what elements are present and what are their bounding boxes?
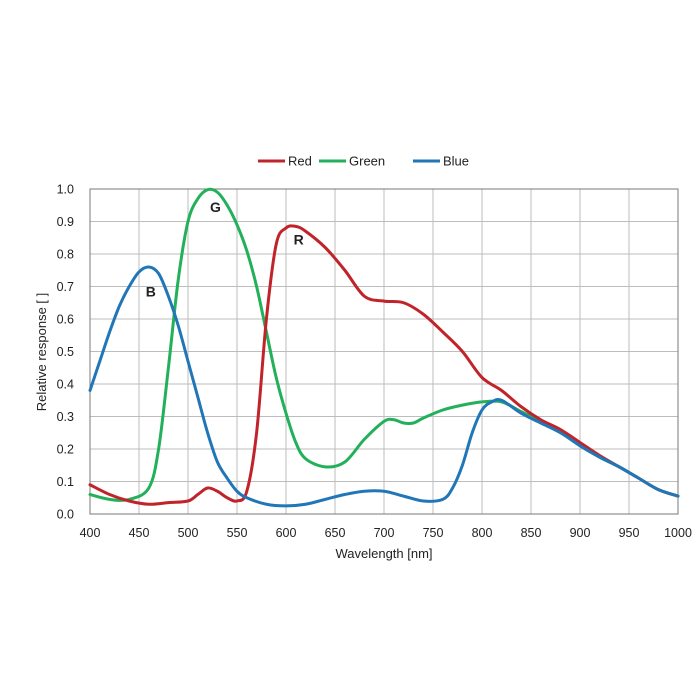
x-tick-label: 800 xyxy=(472,526,493,540)
x-tick-label: 600 xyxy=(276,526,297,540)
grid xyxy=(89,188,679,515)
series-line-blue xyxy=(88,265,680,508)
y-tick-labels: 0.0 0.1 0.2 0.3 0.4 0.5 0.6 0.7 0.8 0.9 1.0 xyxy=(57,183,74,522)
y-tick-label: 0.1 xyxy=(57,475,74,489)
x-axis-title: Wavelength [nm] xyxy=(335,546,432,561)
y-tick-label: 0.0 xyxy=(57,508,74,522)
y-tick-label: 0.2 xyxy=(57,443,74,457)
plot-frame xyxy=(89,188,679,515)
x-tick-label: 750 xyxy=(423,526,444,540)
series-layer xyxy=(88,187,680,508)
x-tick-label: 650 xyxy=(325,526,346,540)
y-tick-label: 0.5 xyxy=(57,345,74,359)
y-tick-label: 1.0 xyxy=(57,183,74,197)
x-tick-label: 700 xyxy=(374,526,395,540)
curve-annotations: G R B xyxy=(146,199,304,300)
y-tick-label: 0.7 xyxy=(57,280,74,294)
x-tick-label: 850 xyxy=(521,526,542,540)
curve-label-r: R xyxy=(294,231,304,247)
legend: Red Green Blue xyxy=(258,154,469,169)
x-tick-label: 550 xyxy=(227,526,248,540)
legend-label-green: Green xyxy=(349,154,385,169)
x-tick-label: 900 xyxy=(570,526,591,540)
y-tick-label: 0.9 xyxy=(57,215,74,229)
legend-label-blue: Blue xyxy=(443,154,469,169)
x-tick-label: 1000 xyxy=(664,526,692,540)
series-line-red xyxy=(88,224,680,506)
x-tick-label: 500 xyxy=(178,526,199,540)
y-axis-title: Relative response [ ] xyxy=(34,293,49,412)
x-tick-label: 450 xyxy=(129,526,150,540)
x-tick-label: 400 xyxy=(80,526,101,540)
x-tick-label: 950 xyxy=(619,526,640,540)
curve-label-g: G xyxy=(210,199,221,215)
y-tick-label: 0.4 xyxy=(57,378,74,392)
legend-label-red: Red xyxy=(288,154,312,169)
y-tick-label: 0.6 xyxy=(57,313,74,327)
curve-label-b: B xyxy=(146,283,156,299)
y-tick-label: 0.3 xyxy=(57,410,74,424)
y-tick-label: 0.8 xyxy=(57,248,74,262)
x-tick-labels: 400 450 500 550 600 650 700 750 800 850 900 950 1000 xyxy=(80,526,692,540)
